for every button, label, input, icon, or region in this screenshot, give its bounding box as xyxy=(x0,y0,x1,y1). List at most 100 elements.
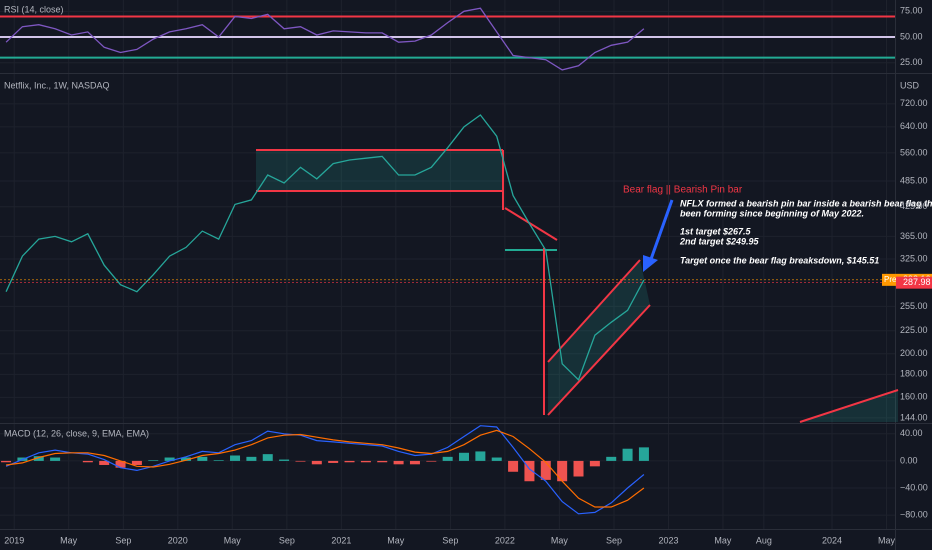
histogram-bar xyxy=(148,460,159,461)
histogram-bar xyxy=(180,457,191,461)
histogram-bar xyxy=(426,460,437,462)
x-tick-label: 2020 xyxy=(168,535,188,545)
histogram-bar xyxy=(524,460,535,482)
y-tick-label: 180.00 xyxy=(900,369,928,379)
histogram-bar xyxy=(622,448,633,461)
x-tick-label: Sep xyxy=(606,535,622,545)
x-tick-label: Sep xyxy=(115,535,131,545)
symbol-title: Netflix, Inc., 1W, NASDAQ xyxy=(4,80,110,90)
note-line: 1st target $267.5 xyxy=(680,226,752,236)
y-tick-label: 0.00 xyxy=(900,455,918,465)
x-tick-label: May xyxy=(714,535,732,545)
note-line: been forming since beginning of May 2022… xyxy=(680,208,864,218)
histogram-bar xyxy=(344,460,355,463)
x-tick-label: May xyxy=(551,535,569,545)
x-tick-label: 2024 xyxy=(822,535,842,545)
histogram-bar xyxy=(197,456,208,461)
marks xyxy=(0,7,895,515)
y-tick-label: 144.00 xyxy=(900,412,928,422)
histogram-bar xyxy=(475,451,486,461)
x-tick-label: May xyxy=(60,535,78,545)
arrow-head xyxy=(643,255,658,272)
histogram-bar xyxy=(262,454,273,461)
price-line xyxy=(5,114,645,381)
x-tick-label: May xyxy=(387,535,405,545)
y-tick-label: 640.00 xyxy=(900,121,928,131)
x-tick-label: May xyxy=(878,535,896,545)
histogram-bar xyxy=(393,460,404,465)
y-tick-label: 365.00 xyxy=(900,231,928,241)
y-tick-label: −80.00 xyxy=(900,510,928,520)
histogram-bar xyxy=(573,460,584,477)
x-tick-label: May xyxy=(224,535,242,545)
histogram-bar xyxy=(246,456,257,461)
y-tick-label: −40.00 xyxy=(900,482,928,492)
histogram-bar xyxy=(638,447,649,461)
histogram-bar xyxy=(557,460,568,482)
histogram-bar xyxy=(295,460,306,462)
histogram-bar xyxy=(459,452,470,461)
y-tick-label: 160.00 xyxy=(900,392,928,402)
currency: USD xyxy=(900,80,920,90)
x-tick-label: 2023 xyxy=(658,535,678,545)
histogram-bar xyxy=(409,460,420,465)
histogram-bar xyxy=(491,457,502,461)
histogram-bar xyxy=(115,460,126,468)
histogram-bar xyxy=(164,457,175,461)
x-tick-label: Aug xyxy=(756,535,772,545)
note-line: Target once the bear flag breaksdown, $1… xyxy=(680,255,879,265)
channel-top xyxy=(547,259,641,363)
histogram-bar xyxy=(230,455,241,461)
macd-line xyxy=(5,425,645,515)
x-tick-label: 2021 xyxy=(331,535,351,545)
trend-line xyxy=(799,389,899,423)
y-tick-label: 25.00 xyxy=(900,57,923,67)
y-tick-label: 560.00 xyxy=(900,147,928,157)
histogram-bar xyxy=(279,459,290,461)
pennant-line xyxy=(504,207,558,241)
histogram-bar xyxy=(50,457,61,461)
prefix-box xyxy=(882,273,896,286)
y-tick-label: 485.00 xyxy=(900,175,928,185)
channel-bottom xyxy=(547,304,651,416)
rsi-title: RSI (14, close) xyxy=(4,4,64,14)
note-line: NFLX formed a bearish pin bar inside a b… xyxy=(680,198,932,208)
histogram-bar xyxy=(1,460,12,463)
histogram-bar xyxy=(311,460,322,465)
note-line: 2nd target $249.95 xyxy=(679,236,760,246)
histogram-bar xyxy=(131,460,142,465)
histogram-bar xyxy=(213,460,224,461)
y-tick-label: 225.00 xyxy=(900,325,928,335)
macd-line xyxy=(6,429,645,508)
y-tick-label: 325.00 xyxy=(900,253,928,263)
x-tick-label: 2019 xyxy=(4,535,24,545)
y-tick-label: 200.00 xyxy=(900,348,928,358)
price-label-box xyxy=(896,276,932,289)
histogram-bar xyxy=(328,460,339,463)
histogram-bar xyxy=(377,460,388,463)
price-line xyxy=(5,7,645,71)
grid xyxy=(0,0,895,529)
y-tick-label: 425.00 xyxy=(900,201,928,211)
annotation: Bear flag || Bearish Pin bar xyxy=(623,185,743,196)
y-tick-label: 75.00 xyxy=(900,6,923,16)
histogram-bar xyxy=(360,460,371,463)
macd-title: MACD (12, 26, close, 9, EMA, EMA) xyxy=(4,428,149,438)
histogram-bar xyxy=(442,456,453,461)
price-label: 287.98 xyxy=(903,277,931,287)
channel-zone xyxy=(548,260,650,415)
x-tick-label: 2022 xyxy=(495,535,515,545)
histogram-bar xyxy=(82,460,93,463)
histogram-bar xyxy=(589,460,600,467)
histogram-bar xyxy=(540,460,551,480)
histogram-bar xyxy=(508,460,519,472)
histogram-bar xyxy=(606,456,617,461)
y-tick-label: 255.00 xyxy=(900,301,928,311)
y-tick-label: 50.00 xyxy=(900,31,923,41)
x-tick-label: Sep xyxy=(442,535,458,545)
arrow-shaft xyxy=(648,199,674,263)
price-prefix: Pre xyxy=(884,275,897,284)
y-tick-label: 720.00 xyxy=(900,98,928,108)
histogram-bar xyxy=(99,460,110,465)
